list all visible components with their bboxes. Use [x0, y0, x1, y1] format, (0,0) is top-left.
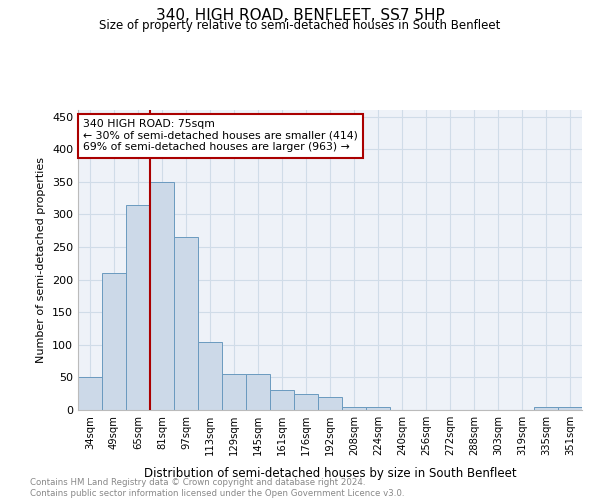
Bar	[366, 406, 390, 410]
Bar	[294, 394, 318, 410]
Bar	[102, 273, 126, 410]
Bar	[558, 406, 582, 410]
Text: Distribution of semi-detached houses by size in South Benfleet: Distribution of semi-detached houses by …	[143, 467, 517, 480]
Bar	[150, 182, 174, 410]
Bar	[318, 397, 342, 410]
Bar	[174, 237, 198, 410]
Text: 340 HIGH ROAD: 75sqm
← 30% of semi-detached houses are smaller (414)
69% of semi: 340 HIGH ROAD: 75sqm ← 30% of semi-detac…	[83, 119, 358, 152]
Text: Contains HM Land Registry data © Crown copyright and database right 2024.
Contai: Contains HM Land Registry data © Crown c…	[30, 478, 404, 498]
Bar	[78, 378, 102, 410]
Bar	[534, 406, 558, 410]
Bar	[198, 342, 222, 410]
Bar	[342, 406, 366, 410]
Text: Size of property relative to semi-detached houses in South Benfleet: Size of property relative to semi-detach…	[100, 19, 500, 32]
Text: 340, HIGH ROAD, BENFLEET, SS7 5HP: 340, HIGH ROAD, BENFLEET, SS7 5HP	[155, 8, 445, 22]
Bar	[126, 204, 150, 410]
Bar	[222, 374, 246, 410]
Bar	[246, 374, 270, 410]
Bar	[270, 390, 294, 410]
Y-axis label: Number of semi-detached properties: Number of semi-detached properties	[37, 157, 46, 363]
